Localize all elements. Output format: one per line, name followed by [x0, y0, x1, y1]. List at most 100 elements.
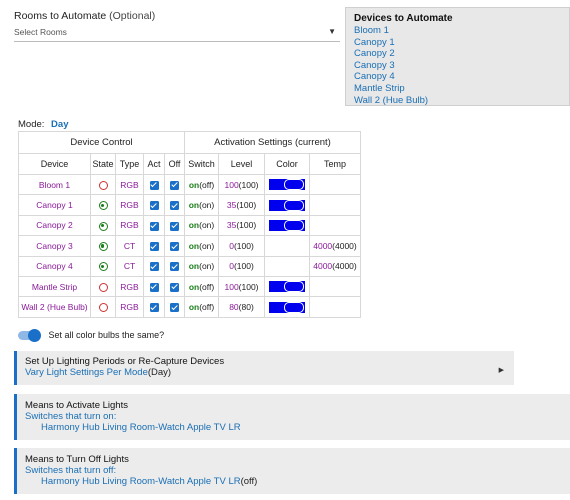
device-link[interactable]: Canopy 1	[354, 36, 395, 48]
temp-current: (4000)	[332, 261, 357, 272]
device-name-link[interactable]: Canopy 2	[18, 214, 91, 237]
switch-cell[interactable]: on(off)	[184, 173, 219, 196]
switch-cell[interactable]: on(off)	[184, 296, 219, 318]
device-name-link[interactable]: Bloom 1	[18, 173, 91, 196]
table-row: Canopy 4 CT on(on) 0(100) 4000(4000)	[18, 255, 361, 277]
state-on-icon[interactable]	[98, 241, 108, 251]
table-row: Canopy 3 CT on(on) 0(100) 4000(4000)	[18, 235, 361, 257]
triangle-right-icon: ▶	[498, 367, 504, 374]
color-cell[interactable]	[264, 275, 310, 298]
turn-off-switch-item[interactable]: Harmony Hub Living Room-Watch Apple TV L…	[25, 476, 562, 487]
act-checkbox[interactable]	[149, 241, 159, 251]
temp-cell[interactable]	[309, 194, 361, 216]
device-name-link[interactable]: Mantle Strip	[18, 275, 91, 298]
level-cell[interactable]: 0(100)	[218, 255, 265, 277]
switch-cell[interactable]: on(on)	[184, 214, 219, 237]
level-cell[interactable]: 100(100)	[218, 275, 265, 298]
color-swatch[interactable]	[269, 199, 305, 211]
switches-turn-on-label: Switches that turn on:	[25, 411, 117, 422]
level-cell[interactable]: 100(100)	[218, 173, 265, 196]
color-cell[interactable]	[264, 173, 310, 196]
device-name-link[interactable]: Canopy 3	[18, 235, 91, 257]
off-checkbox[interactable]	[170, 282, 179, 292]
off-cell	[164, 296, 185, 318]
means-to-activate-section[interactable]: Means to Activate Lights Switches that t…	[14, 394, 570, 440]
color-cell[interactable]	[264, 214, 310, 237]
state-off-icon[interactable]	[98, 282, 108, 292]
temp-cell[interactable]: 4000(4000)	[309, 255, 361, 277]
lighting-periods-link[interactable]: Vary Light Settings Per Mode(Day)	[25, 367, 506, 378]
act-checkbox[interactable]	[149, 282, 159, 292]
devices-to-automate-box[interactable]: Devices to Automate Bloom 1 Canopy 1 Can…	[345, 7, 570, 106]
act-checkbox[interactable]	[149, 303, 159, 313]
lighting-periods-section[interactable]: Set Up Lighting Periods or Re-Capture De…	[14, 351, 514, 385]
switch-cell[interactable]: on(on)	[184, 194, 219, 216]
color-cell[interactable]	[264, 296, 310, 318]
rooms-select[interactable]: Select Rooms ▼	[14, 22, 340, 42]
off-checkbox[interactable]	[170, 201, 179, 211]
temp-cell[interactable]	[309, 296, 361, 318]
act-checkbox[interactable]	[149, 221, 159, 231]
table-row: Canopy 1 RGB on(on) 35(100)	[18, 194, 361, 216]
state-on-icon[interactable]	[98, 262, 108, 272]
off-cell	[164, 235, 185, 257]
switch-cell[interactable]: on(off)	[184, 275, 219, 298]
switch-setting: on	[188, 179, 200, 190]
act-cell	[143, 275, 165, 298]
color-cell[interactable]	[264, 255, 310, 277]
device-link[interactable]: Canopy 2	[354, 48, 395, 60]
device-link[interactable]: Mantle Strip	[354, 82, 405, 94]
device-link[interactable]: Bloom 1	[354, 25, 389, 36]
color-swatch[interactable]	[269, 281, 305, 293]
means-to-turn-off-section[interactable]: Means to Turn Off Lights Switches that t…	[14, 448, 570, 494]
temp-setting: 4000	[313, 240, 333, 251]
vary-light-settings-link[interactable]: Vary Light Settings Per Mode	[25, 367, 148, 378]
state-on-icon[interactable]	[98, 201, 108, 211]
level-current: (80)	[238, 302, 254, 313]
table-row: Bloom 1 RGB on(off) 100(100)	[18, 173, 361, 196]
state-on-icon[interactable]	[98, 221, 108, 231]
off-checkbox[interactable]	[170, 221, 179, 231]
color-cell[interactable]	[264, 235, 310, 257]
temp-cell[interactable]	[309, 275, 361, 298]
state-off-icon[interactable]	[98, 180, 108, 190]
temp-cell[interactable]: 4000(4000)	[309, 235, 361, 257]
column-header-level: Level	[218, 153, 265, 175]
turn-off-switch-name[interactable]: Harmony Hub Living Room-Watch Apple TV L…	[41, 476, 241, 487]
switch-current: (on)	[199, 220, 215, 231]
act-checkbox[interactable]	[149, 180, 159, 190]
mode-value[interactable]: Day	[51, 119, 69, 130]
temp-cell[interactable]	[309, 214, 361, 237]
color-swatch[interactable]	[269, 220, 305, 232]
device-name-link[interactable]: Canopy 4	[18, 255, 91, 277]
level-cell[interactable]: 80(80)	[218, 296, 265, 318]
color-swatch[interactable]	[269, 179, 305, 191]
device-link[interactable]: Canopy 3	[354, 59, 395, 71]
off-checkbox[interactable]	[170, 241, 179, 251]
device-name-link[interactable]: Wall 2 (Hue Bulb)	[18, 296, 91, 318]
activate-switch-item[interactable]: Harmony Hub Living Room-Watch Apple TV L…	[41, 422, 241, 433]
device-link[interactable]: Canopy 4	[354, 71, 395, 83]
level-cell[interactable]: 35(100)	[218, 214, 265, 237]
temp-cell[interactable]	[309, 173, 361, 196]
act-checkbox[interactable]	[149, 201, 159, 211]
color-cell[interactable]	[264, 194, 310, 216]
off-checkbox[interactable]	[170, 303, 179, 313]
color-swatch[interactable]	[269, 301, 305, 313]
off-checkbox[interactable]	[170, 180, 179, 190]
level-setting: 35	[226, 200, 237, 211]
turn-off-switch-state: (off)	[240, 476, 258, 487]
act-checkbox[interactable]	[149, 262, 159, 272]
device-name-link[interactable]: Canopy 1	[18, 194, 91, 216]
device-link[interactable]: Wall 2 (Hue Bulb)	[354, 94, 429, 106]
state-off-icon[interactable]	[98, 303, 108, 313]
level-cell[interactable]: 0(100)	[218, 235, 265, 257]
switch-cell[interactable]: on(on)	[184, 235, 219, 257]
type-cell: CT	[115, 235, 144, 257]
same-color-toggle[interactable]	[18, 329, 41, 343]
device-control-table: Device Control Activation Settings (curr…	[18, 131, 361, 318]
switch-cell[interactable]: on(on)	[184, 255, 219, 277]
off-checkbox[interactable]	[170, 262, 179, 272]
level-cell[interactable]: 35(100)	[218, 194, 265, 216]
color-swatch-fill	[269, 179, 305, 191]
